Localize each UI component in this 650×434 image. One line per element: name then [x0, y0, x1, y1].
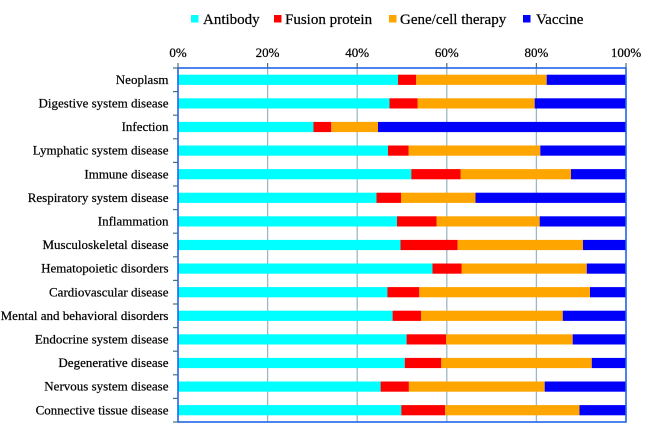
- svg-text:Antibody: Antibody: [203, 12, 260, 28]
- svg-text:Inflammation: Inflammation: [98, 214, 169, 229]
- svg-text:Degenerative disease: Degenerative disease: [58, 355, 168, 370]
- svg-text:Connective tissue disease: Connective tissue disease: [36, 402, 169, 417]
- svg-text:Immune disease: Immune disease: [84, 166, 168, 181]
- svg-text:20%: 20%: [256, 45, 280, 60]
- svg-text:Endocrine system disease: Endocrine system disease: [35, 332, 169, 347]
- svg-text:Fusion protein: Fusion protein: [285, 12, 373, 28]
- svg-text:Lymphatic system disease: Lymphatic system disease: [33, 143, 169, 158]
- svg-text:Gene/cell therapy: Gene/cell therapy: [400, 12, 507, 28]
- svg-text:Infection: Infection: [122, 119, 169, 134]
- svg-text:60%: 60%: [435, 45, 459, 60]
- svg-text:Digestive system disease: Digestive system disease: [39, 96, 169, 111]
- svg-text:Mental and behavioral disorder: Mental and behavioral disorders: [1, 308, 169, 323]
- svg-text:Musculoskeletal disease: Musculoskeletal disease: [43, 237, 169, 252]
- svg-text:Hematopoietic disorders: Hematopoietic disorders: [41, 261, 168, 276]
- svg-text:100%: 100%: [611, 45, 642, 60]
- svg-text:40%: 40%: [345, 45, 369, 60]
- svg-text:Cardiovascular disease: Cardiovascular disease: [49, 284, 169, 299]
- svg-text:0%: 0%: [169, 45, 187, 60]
- svg-text:Vaccine: Vaccine: [536, 12, 584, 28]
- svg-text:80%: 80%: [524, 45, 548, 60]
- svg-text:Respiratory system disease: Respiratory system disease: [28, 190, 169, 205]
- svg-text:Neoplasm: Neoplasm: [116, 72, 169, 87]
- svg-text:Nervous system disease: Nervous system disease: [44, 379, 168, 394]
